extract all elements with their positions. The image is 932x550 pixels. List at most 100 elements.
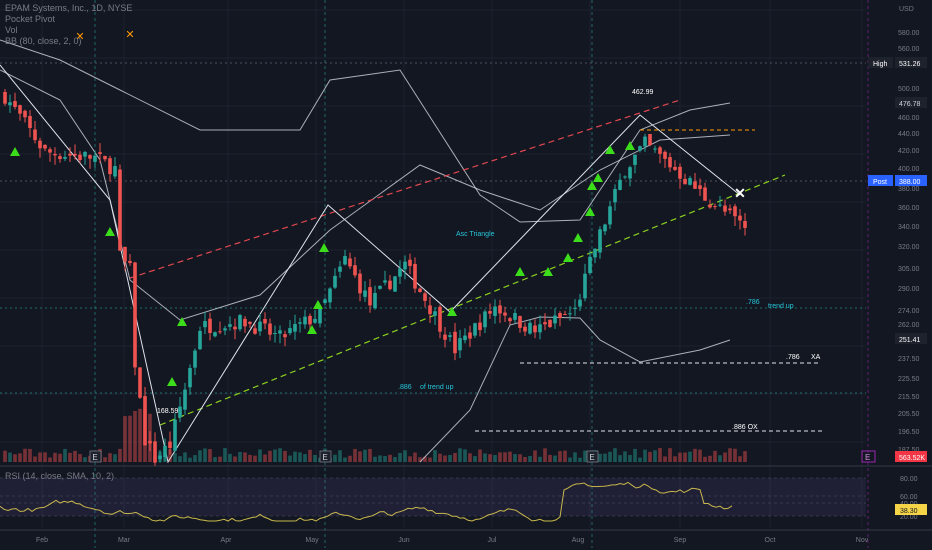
volume-bar — [508, 451, 512, 462]
volume-bar — [473, 456, 477, 462]
volume-bar — [493, 455, 497, 462]
time-tick: Jun — [398, 537, 409, 544]
time-tick: Feb — [36, 537, 48, 544]
price-badge-label-bg — [868, 57, 893, 68]
pocket-pivot-marker — [587, 181, 597, 190]
candle-body — [288, 328, 292, 334]
volume-bar — [718, 455, 722, 462]
candle-body — [253, 328, 257, 334]
price-tick: 360.00 — [898, 205, 920, 212]
candle-body — [258, 321, 262, 332]
candle-body — [98, 152, 102, 154]
candle-body — [688, 178, 692, 185]
price-tick: 225.50 — [898, 376, 920, 383]
volume-bar — [488, 454, 492, 462]
time-tick: Jul — [488, 537, 497, 544]
price-tick: 500.00 — [898, 86, 920, 93]
rsi-tick: 20.00 — [900, 514, 918, 521]
fib-886-trend-text: of trend up — [420, 384, 454, 391]
volume-bar — [3, 450, 7, 462]
pocket-pivot-marker — [319, 243, 329, 252]
candle-body — [673, 166, 677, 170]
candle-body — [378, 285, 382, 289]
candle-body — [293, 324, 297, 332]
volume-bar — [408, 456, 412, 462]
symbol-title[interactable]: EPAM Systems, Inc., 1D, NYSE — [5, 3, 133, 13]
price-tick: 440.00 — [898, 131, 920, 138]
volume-bar — [458, 448, 462, 462]
upper-channel-line — [129, 99, 681, 279]
volume-bar — [23, 448, 27, 462]
volume-bar — [618, 455, 622, 462]
candle-body — [703, 187, 707, 201]
candle-body — [173, 419, 177, 451]
volume-bar — [138, 408, 142, 462]
volume-bar — [63, 448, 67, 462]
candle-body — [78, 154, 82, 160]
asc-triangle-annotation: Asc Triangle — [456, 231, 495, 238]
volume-bar — [633, 448, 637, 462]
candle-body — [478, 322, 482, 331]
earnings-badge — [319, 450, 332, 463]
volume-bar — [543, 448, 547, 462]
time-tick: Oct — [765, 537, 776, 544]
candle-body — [553, 315, 557, 324]
pocket-pivot-marker — [447, 307, 457, 316]
candle-body — [18, 105, 22, 114]
candle-body — [273, 333, 277, 335]
volume-bar — [648, 451, 652, 462]
volume-bar — [703, 456, 707, 462]
price-badge-label: Post — [873, 179, 887, 186]
volume-bar — [523, 457, 527, 462]
volume-bar — [243, 452, 247, 462]
candle-body — [433, 311, 437, 316]
candle-body — [283, 334, 287, 338]
pocket-pivot-marker — [105, 227, 115, 236]
candle-body — [73, 153, 77, 156]
volume-bar — [103, 457, 107, 462]
bb-upper — [0, 39, 731, 223]
pocket-pivot-marker — [307, 325, 317, 334]
candle-body — [278, 330, 282, 334]
volume-bar — [378, 455, 382, 462]
volume-bar — [13, 454, 17, 462]
volume-bar — [613, 448, 617, 462]
candle-body — [218, 331, 222, 333]
volume-bar — [118, 448, 122, 462]
candle-body — [358, 273, 362, 294]
price-tick: 215.50 — [898, 394, 920, 401]
volume-bar — [218, 456, 222, 462]
candle-body — [168, 441, 172, 449]
candle-body — [693, 181, 697, 189]
rsi-legend[interactable]: RSI (14, close, SMA, 10, 2) — [5, 471, 115, 481]
price-badge-bg — [895, 97, 927, 108]
vol-label[interactable]: Vol — [5, 25, 18, 35]
candle-body — [523, 326, 527, 332]
volume-bar — [68, 452, 72, 462]
candle-body — [573, 307, 577, 309]
candle-body — [708, 204, 712, 208]
candle-body — [578, 299, 582, 307]
price-badge-label: High — [873, 61, 888, 68]
candle-body — [543, 322, 547, 325]
volume-bar — [133, 410, 137, 462]
candle-body — [103, 155, 107, 160]
price-tick: 274.00 — [898, 308, 920, 315]
price-badge-bg — [895, 57, 927, 68]
candle-body — [513, 312, 517, 320]
volume-bar — [578, 457, 582, 462]
volume-bar — [428, 457, 432, 462]
pocket-pivot-label[interactable]: Pocket Pivot — [5, 14, 56, 24]
volume-bar — [658, 448, 662, 462]
volume-bar — [168, 449, 172, 462]
candle-body — [198, 330, 202, 350]
candle-body — [3, 91, 7, 104]
candle-body — [178, 406, 182, 418]
pocket-pivot-marker — [573, 233, 583, 242]
bb-label[interactable]: BB (80, close, 2, 0) — [5, 36, 82, 46]
time-tick: Mar — [118, 537, 131, 544]
volume-bar — [738, 456, 742, 462]
